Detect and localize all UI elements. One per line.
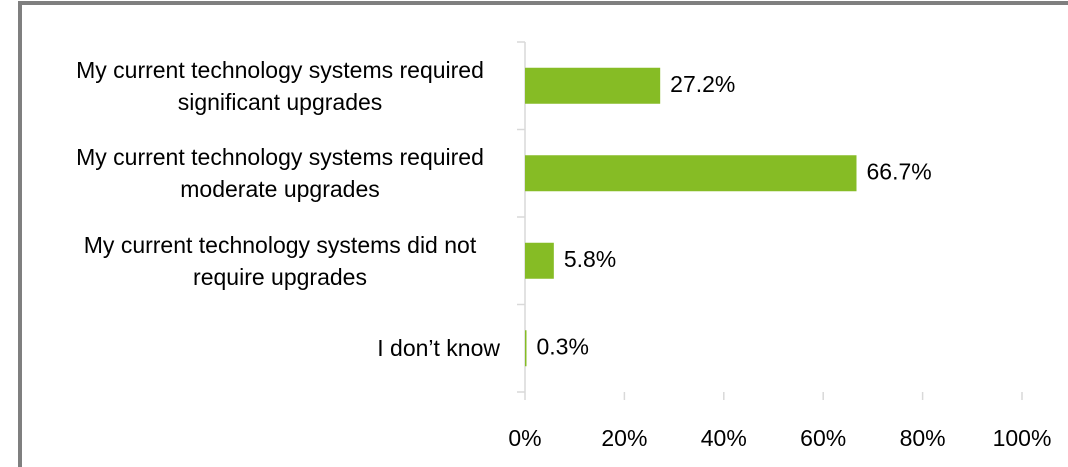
category-label: I don’t know bbox=[377, 335, 500, 362]
bar bbox=[525, 155, 857, 192]
category-label-box: My current technology systems required s… bbox=[20, 54, 500, 118]
x-tick-label: 80% bbox=[900, 425, 946, 451]
bar bbox=[525, 242, 554, 279]
x-tick-label: 20% bbox=[601, 425, 647, 451]
value-label: 27.2% bbox=[670, 71, 735, 97]
value-label: 66.7% bbox=[866, 158, 931, 184]
bar bbox=[525, 67, 661, 104]
value-label: 5.8% bbox=[564, 246, 616, 272]
bar bbox=[525, 330, 527, 367]
category-label: My current technology systems required s… bbox=[76, 56, 484, 115]
x-tick-label: 60% bbox=[800, 425, 846, 451]
category-label-box: My current technology systems required m… bbox=[20, 141, 500, 205]
category-label: My current technology systems did not re… bbox=[83, 231, 477, 290]
category-label-box: I don’t know bbox=[20, 332, 500, 364]
x-tick-label: 0% bbox=[508, 425, 541, 451]
frame bbox=[18, 1, 1068, 467]
x-tick-label: 40% bbox=[701, 425, 747, 451]
value-label: 0.3% bbox=[536, 333, 588, 359]
category-label-box: My current technology systems did not re… bbox=[20, 229, 500, 293]
x-tick-label: 100% bbox=[993, 425, 1052, 451]
category-label: My current technology systems required m… bbox=[76, 144, 484, 203]
